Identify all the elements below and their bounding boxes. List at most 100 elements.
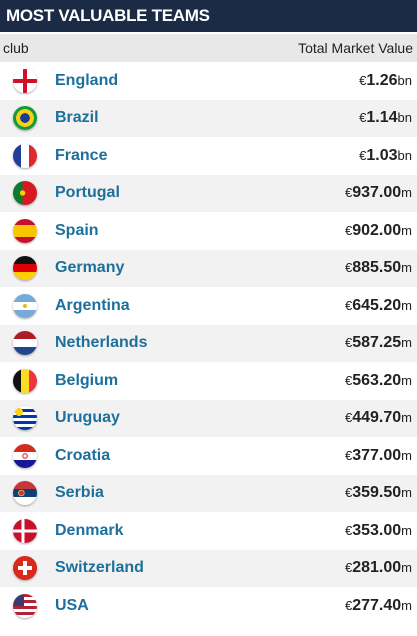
flag-icon — [13, 481, 37, 506]
unit: bn — [397, 110, 412, 126]
unit: m — [401, 297, 412, 313]
amount: 587.25 — [352, 334, 402, 352]
market-value: €1.14bn — [359, 109, 412, 127]
club-name[interactable]: Switzerland — [55, 559, 144, 577]
unit: m — [401, 335, 412, 351]
club-name[interactable]: England — [55, 71, 119, 89]
currency: € — [344, 260, 353, 276]
amount: 281.00 — [352, 559, 402, 577]
market-value: €587.25m — [345, 334, 412, 352]
currency: € — [344, 222, 353, 238]
market-value: €1.03bn — [359, 147, 412, 165]
market-value: €885.50m — [345, 259, 412, 277]
market-value: €1.26bn — [359, 72, 412, 90]
amount: 377.00 — [352, 446, 402, 464]
flag-icon — [13, 256, 37, 281]
unit: m — [401, 372, 412, 388]
club-name[interactable]: France — [55, 146, 108, 164]
flag-icon — [13, 368, 37, 393]
currency: € — [344, 297, 353, 313]
table-row: France €1.03bn — [0, 137, 417, 175]
market-value: €449.70m — [345, 409, 412, 427]
club-name[interactable]: Uruguay — [55, 409, 120, 427]
table-row: England €1.26bn — [0, 62, 417, 100]
unit: bn — [397, 72, 412, 88]
table-row: Belgium €563.20m — [0, 362, 417, 400]
club-name[interactable]: Netherlands — [55, 334, 148, 352]
flag-icon — [13, 68, 37, 93]
market-value: €377.00m — [345, 447, 412, 465]
amount: 353.00 — [352, 521, 402, 539]
unit: bn — [397, 147, 412, 163]
club-name[interactable]: Croatia — [55, 446, 111, 464]
club-name[interactable]: Serbia — [55, 484, 104, 502]
unit: m — [401, 222, 412, 238]
amount: 449.70 — [352, 409, 402, 427]
table-row: Germany €885.50m — [0, 249, 417, 287]
market-value: €563.20m — [345, 372, 412, 390]
amount: 563.20 — [352, 371, 402, 389]
currency: € — [344, 335, 353, 351]
flag-icon — [13, 293, 37, 318]
unit: m — [401, 410, 412, 426]
currency: € — [359, 72, 367, 88]
market-value: €937.00m — [345, 184, 412, 202]
widget-title: MOST VALUABLE TEAMS — [0, 0, 417, 32]
amount: 277.40 — [352, 596, 402, 614]
club-name[interactable]: Portugal — [55, 184, 120, 202]
flag-icon — [13, 556, 37, 581]
club-name[interactable]: Germany — [55, 259, 125, 277]
amount: 902.00 — [352, 221, 402, 239]
column-label: club — [3, 40, 29, 56]
club-name[interactable]: Argentina — [55, 296, 130, 314]
currency: € — [344, 522, 353, 538]
flag-icon — [13, 331, 37, 356]
unit: m — [401, 260, 412, 276]
table-body: England €1.26bn Brazil €1.14bn France €1.03bn… — [0, 62, 417, 625]
table-row: Argentina €645.20m — [0, 287, 417, 325]
amount: 885.50 — [352, 259, 402, 277]
market-value: €359.50m — [345, 484, 412, 502]
amount: 1.14 — [366, 109, 398, 127]
club-name[interactable]: Denmark — [55, 521, 124, 539]
table-row: Spain €902.00m — [0, 212, 417, 250]
flag-icon — [13, 518, 37, 543]
unit: m — [401, 485, 412, 501]
table-row: Brazil €1.14bn — [0, 99, 417, 137]
market-value: €281.00m — [345, 559, 412, 577]
unit: m — [401, 597, 412, 613]
amount: 645.20 — [352, 296, 402, 314]
market-value: €277.40m — [345, 597, 412, 615]
club-name[interactable]: Brazil — [55, 109, 99, 127]
currency: € — [344, 485, 353, 501]
flag-icon — [13, 593, 37, 618]
table-row: Denmark €353.00m — [0, 512, 417, 550]
market-value: €645.20m — [345, 297, 412, 315]
currency: € — [344, 185, 353, 201]
amount: 1.26 — [366, 71, 398, 89]
club-name[interactable]: USA — [55, 596, 89, 614]
unit: m — [401, 560, 412, 576]
market-value: €902.00m — [345, 222, 412, 240]
flag-icon — [13, 106, 37, 131]
amount: 359.50 — [352, 484, 402, 502]
currency: € — [359, 147, 367, 163]
table-row: Switzerland €281.00m — [0, 549, 417, 587]
currency: € — [344, 447, 353, 463]
column-header: club Total Market Value — [0, 34, 417, 62]
column-label: Total Market Value — [298, 40, 413, 56]
market-value: €353.00m — [345, 522, 412, 540]
club-name[interactable]: Spain — [55, 221, 99, 239]
unit: m — [401, 185, 412, 201]
unit: m — [401, 522, 412, 538]
flag-icon — [13, 218, 37, 243]
currency: € — [359, 110, 367, 126]
flag-icon — [13, 406, 37, 431]
amount: 937.00 — [352, 184, 402, 202]
table-row: Portugal €937.00m — [0, 174, 417, 212]
table-row: Serbia €359.50m — [0, 474, 417, 512]
currency: € — [344, 597, 353, 613]
flag-icon — [13, 443, 37, 468]
currency: € — [344, 372, 353, 388]
club-name[interactable]: Belgium — [55, 371, 119, 389]
